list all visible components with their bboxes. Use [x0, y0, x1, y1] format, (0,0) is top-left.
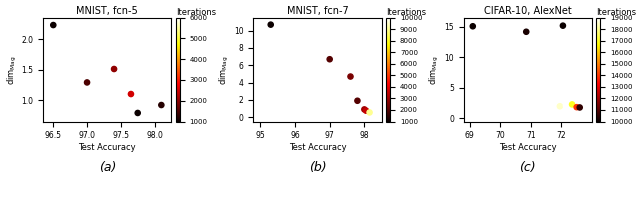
Point	[109, 68, 119, 71]
Point	[126, 92, 136, 96]
Point	[82, 81, 92, 84]
Point	[48, 24, 58, 27]
X-axis label: Test Accuracy: Test Accuracy	[289, 143, 346, 152]
Title: CIFAR-10, AlexNet: CIFAR-10, AlexNet	[484, 6, 572, 16]
Text: Iterations: Iterations	[596, 8, 636, 17]
Title: MNIST, fcn-7: MNIST, fcn-7	[287, 6, 348, 16]
Point	[266, 23, 276, 26]
Point	[359, 108, 369, 111]
Point	[572, 106, 582, 109]
Point	[352, 99, 362, 102]
Text: (a): (a)	[99, 161, 116, 174]
X-axis label: Test Accuracy: Test Accuracy	[79, 143, 136, 152]
Y-axis label: dim$_{\mathrm{Mag}}$: dim$_{\mathrm{Mag}}$	[6, 55, 19, 85]
Text: (b): (b)	[308, 161, 326, 174]
Point	[521, 30, 531, 33]
Point	[555, 105, 565, 108]
Point	[156, 103, 166, 107]
Point	[361, 109, 371, 112]
Y-axis label: dim$_{\mathrm{Mag}}$: dim$_{\mathrm{Mag}}$	[218, 55, 231, 85]
Point	[364, 111, 374, 114]
Point	[561, 104, 571, 107]
Text: Iterations: Iterations	[386, 8, 426, 17]
Text: Iterations: Iterations	[176, 8, 216, 17]
Text: (c): (c)	[520, 161, 536, 174]
Point	[132, 111, 143, 115]
Title: MNIST, fcn-5: MNIST, fcn-5	[76, 6, 138, 16]
Y-axis label: dim$_{\mathrm{Mag}}$: dim$_{\mathrm{Mag}}$	[428, 55, 442, 85]
Point	[468, 25, 478, 28]
Point	[567, 103, 577, 106]
X-axis label: Test Accuracy: Test Accuracy	[499, 143, 557, 152]
Point	[346, 75, 356, 78]
Point	[558, 24, 568, 27]
Point	[324, 58, 335, 61]
Point	[575, 106, 585, 109]
